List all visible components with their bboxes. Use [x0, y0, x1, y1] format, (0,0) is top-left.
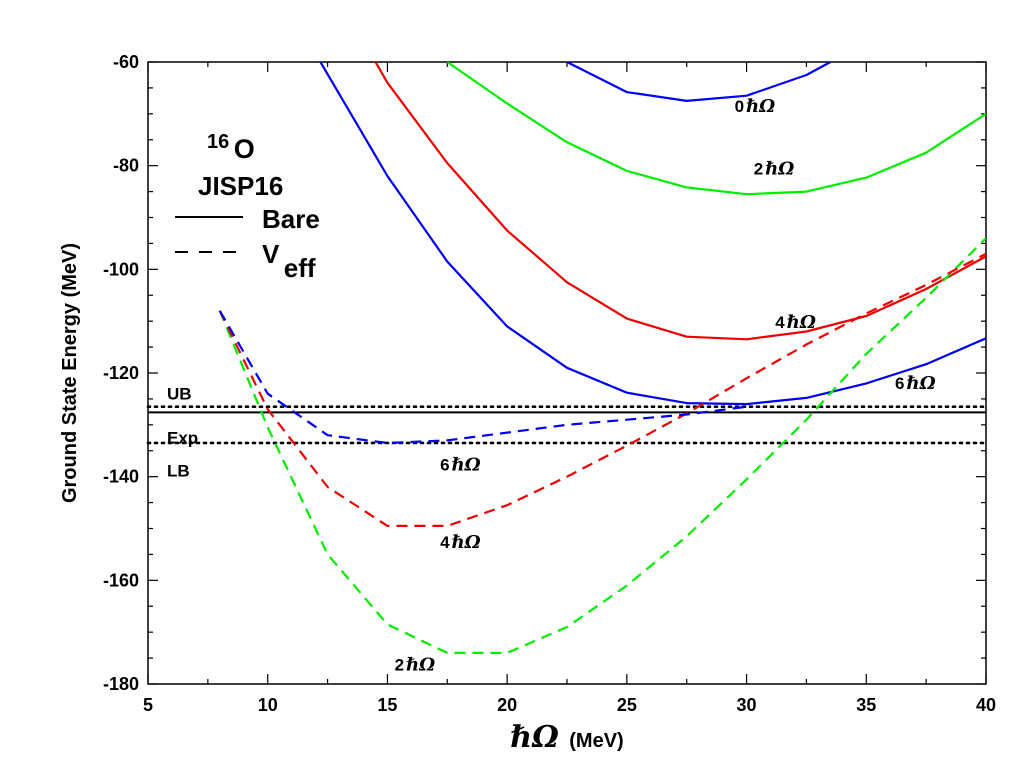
- curve-label: 4 ℏΩ: [775, 312, 816, 333]
- curve-label-order: 4: [775, 313, 785, 332]
- curve-label: 2 ℏΩ: [395, 655, 436, 676]
- series-solid-0: [566, 62, 831, 103]
- curve-label-symbol: ℏΩ: [746, 96, 775, 117]
- series-dashed-2: [218, 237, 986, 655]
- curve-label: 0 ℏΩ: [735, 96, 776, 117]
- legend-dashed-sub: eff: [284, 253, 316, 283]
- x-tick-label: 15: [377, 695, 397, 715]
- curve-label-symbol: ℏΩ: [906, 373, 935, 394]
- x-tick-label: 25: [617, 695, 637, 715]
- legend-dashed-label: V eff: [262, 239, 316, 283]
- curve-label-symbol: ℏΩ: [765, 158, 794, 179]
- y-tick-label: -80: [113, 156, 139, 176]
- series-dashed-6: [218, 310, 747, 445]
- y-tick-label: -180: [103, 674, 139, 694]
- legend-solid-label: Bare: [262, 204, 320, 234]
- series-dashed-4: [218, 252, 986, 528]
- curve-label-order: 2: [395, 656, 404, 675]
- series-solid-6: [319, 62, 986, 406]
- curve-labels: 0 ℏΩ2 ℏΩ4 ℏΩ6 ℏΩ6 ℏΩ4 ℏΩ2 ℏΩ: [395, 96, 936, 676]
- x-axis-symbol: ℏΩ: [510, 720, 559, 755]
- legend-dashed-main: V: [262, 239, 280, 269]
- y-tick-label: -120: [103, 363, 139, 383]
- curve-label-symbol: ℏΩ: [452, 532, 481, 553]
- x-tick-label: 40: [976, 695, 996, 715]
- reference-lines: UB Exp LB: [146, 385, 988, 480]
- legend-element-symbol: O: [234, 134, 255, 164]
- series-solid-4: [374, 62, 986, 341]
- x-tick-label: 5: [143, 695, 153, 715]
- curve-label-order: 4: [440, 533, 450, 552]
- x-axis-label: ℏΩ (MeV): [510, 720, 623, 755]
- curve-label-order: 6: [895, 374, 904, 393]
- curve-label-symbol: ℏΩ: [406, 655, 435, 676]
- y-tick-label: -160: [103, 570, 139, 590]
- x-tick-label: 10: [258, 695, 278, 715]
- x-axis-unit: (MeV): [569, 730, 623, 752]
- x-tick-label: 35: [856, 695, 876, 715]
- curve-label-order: 6: [440, 455, 449, 474]
- legend: 16 O JISP16 Bare V eff: [175, 131, 320, 283]
- curve-label-order: 0: [735, 97, 744, 116]
- y-tick-label: -60: [113, 52, 139, 72]
- series-group: [218, 62, 986, 655]
- y-axis-label: Ground State Energy (MeV): [59, 243, 81, 503]
- y-tick-label: -140: [103, 467, 139, 487]
- reference-label-exp: Exp: [167, 428, 198, 447]
- x-tick-label: 30: [737, 695, 757, 715]
- curve-label-symbol: ℏΩ: [452, 454, 481, 475]
- curve-label: 4 ℏΩ: [440, 532, 481, 553]
- curve-label: 2 ℏΩ: [754, 158, 795, 179]
- y-tick-label: -100: [103, 259, 139, 279]
- x-tick-label: 20: [497, 695, 517, 715]
- series-solid-2: [446, 62, 986, 196]
- legend-nucleus: 16 O: [207, 131, 255, 164]
- curve-label: 6 ℏΩ: [895, 373, 936, 394]
- legend-interaction: JISP16: [198, 171, 283, 201]
- curve-label-order: 2: [754, 159, 763, 178]
- tick-marks: [147, 61, 987, 685]
- tick-labels: 5 10 15 20 25 30 35 40-60-80-100-120-140-160-18…: [103, 52, 996, 715]
- reference-label-lb: LB: [167, 461, 190, 480]
- legend-mass-number: 16: [207, 131, 229, 153]
- curve-label-symbol: ℏΩ: [787, 312, 816, 333]
- curve-label: 6 ℏΩ: [440, 454, 481, 475]
- reference-label-ub: UB: [167, 385, 192, 404]
- plot-frame: [147, 61, 987, 685]
